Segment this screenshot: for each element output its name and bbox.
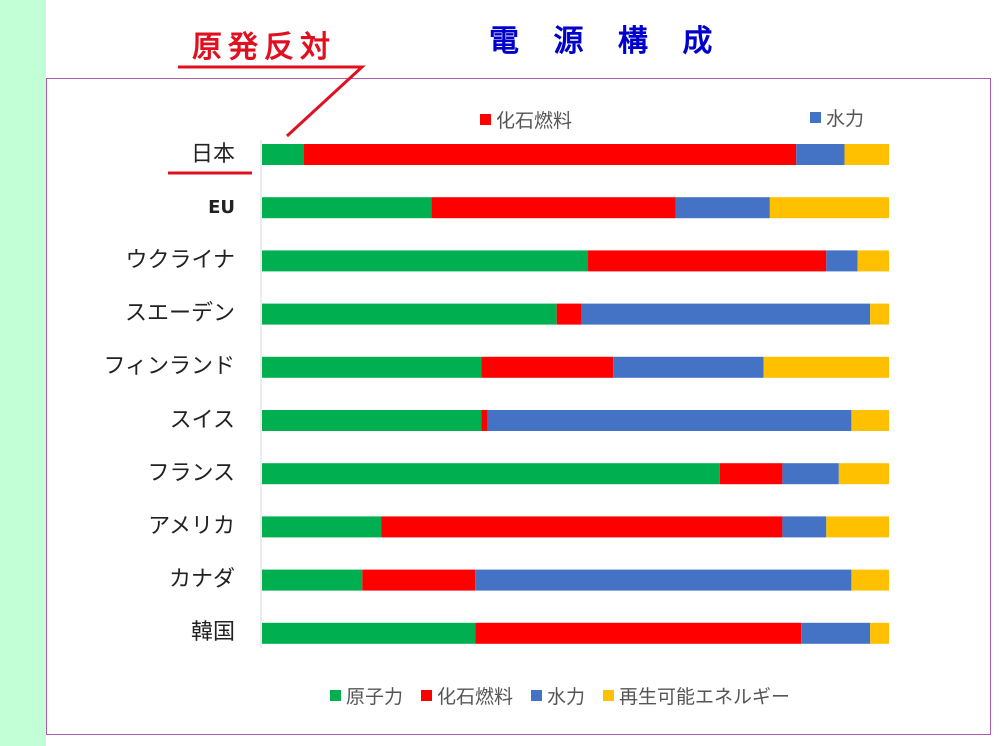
category-label: スイス bbox=[169, 407, 235, 433]
annotation-arrow-line bbox=[178, 65, 366, 138]
side-strip bbox=[0, 0, 46, 746]
bar-segment-6-3 bbox=[838, 463, 889, 485]
bar-segment-3-1 bbox=[556, 303, 582, 325]
bottom-legend: 原子力 化石燃料 水力 再生可能エネルギー bbox=[330, 682, 790, 709]
chart-frame bbox=[46, 78, 991, 735]
bar-segment-9-0 bbox=[262, 622, 476, 644]
bar-segment-4-1 bbox=[481, 356, 614, 378]
legend-item-1: 化石燃料 bbox=[421, 682, 513, 709]
category-label: スエーデン bbox=[124, 301, 235, 327]
category-label: フィンランド bbox=[103, 354, 235, 380]
bar-segment-7-2 bbox=[782, 516, 827, 538]
bar-segment-7-0 bbox=[262, 516, 382, 538]
bar-segment-1-1 bbox=[431, 197, 676, 219]
bar-segment-5-1 bbox=[481, 410, 488, 431]
bars-group bbox=[262, 144, 889, 644]
legend-item-3: 再生可能エネルギー bbox=[603, 682, 790, 709]
bar-segment-8-2 bbox=[475, 569, 852, 591]
category-label: 日本 bbox=[190, 141, 235, 167]
bar-segment-9-3 bbox=[870, 622, 889, 644]
bar-segment-8-1 bbox=[362, 569, 476, 591]
bar-segment-9-1 bbox=[475, 622, 802, 644]
legend-item-2: 水力 bbox=[531, 682, 585, 709]
bar-segment-3-3 bbox=[870, 303, 889, 325]
category-label: アメリカ bbox=[148, 513, 235, 539]
bar-segment-0-0 bbox=[262, 144, 305, 165]
category-label: EU bbox=[208, 196, 235, 218]
bar-segment-5-2 bbox=[487, 410, 852, 431]
bar-segment-9-2 bbox=[801, 622, 871, 644]
bar-segment-0-1 bbox=[304, 144, 797, 165]
bar-segment-5-0 bbox=[262, 410, 482, 431]
annotation-text: 原発反対 bbox=[192, 30, 336, 65]
bar-segment-4-0 bbox=[262, 356, 482, 378]
category-label: フランス bbox=[147, 460, 235, 486]
category-label: ウクライナ bbox=[125, 247, 235, 273]
top-legend-hydro-swatch bbox=[810, 112, 821, 123]
top-legend-hydro: 水力 bbox=[810, 104, 864, 131]
bar-segment-1-0 bbox=[262, 197, 432, 219]
legend-swatch bbox=[330, 690, 341, 701]
bar-segment-7-3 bbox=[826, 516, 889, 538]
legend-swatch bbox=[603, 690, 615, 701]
legend-label: 化石燃料 bbox=[437, 686, 514, 708]
bar-segment-6-1 bbox=[719, 463, 783, 485]
top-legend-fossil: 化石燃料 bbox=[480, 106, 572, 133]
bar-segment-6-0 bbox=[262, 463, 720, 485]
category-label: カナダ bbox=[168, 567, 235, 593]
legend-item-0: 原子力 bbox=[330, 682, 403, 709]
chart-title: 電 源 構 成 bbox=[489, 24, 725, 59]
bar-segment-2-3 bbox=[857, 250, 889, 272]
bar-segment-2-0 bbox=[262, 250, 589, 272]
bar-segment-1-3 bbox=[769, 197, 889, 219]
top-legend-hydro-label: 水力 bbox=[826, 108, 865, 130]
legend-label: 原子力 bbox=[346, 686, 404, 708]
bar-segment-3-2 bbox=[581, 303, 871, 325]
bar-segment-3-0 bbox=[262, 303, 557, 325]
bar-segment-8-3 bbox=[851, 569, 889, 591]
top-legend-fossil-label: 化石燃料 bbox=[496, 110, 573, 132]
bar-segment-7-1 bbox=[381, 516, 783, 538]
legend-label: 再生可能エネルギー bbox=[619, 686, 791, 708]
bar-segment-0-2 bbox=[796, 144, 845, 165]
category-label: 韓国 bbox=[190, 620, 235, 646]
bar-segment-6-2 bbox=[782, 463, 839, 485]
bar-segment-1-2 bbox=[675, 197, 770, 219]
bar-segment-2-1 bbox=[588, 250, 827, 272]
top-legend-fossil-swatch bbox=[480, 114, 491, 125]
bar-segment-0-3 bbox=[844, 144, 889, 165]
legend-swatch bbox=[421, 690, 433, 701]
bar-segment-2-2 bbox=[826, 250, 858, 272]
bar-segment-5-3 bbox=[851, 410, 889, 431]
bar-segment-8-0 bbox=[262, 569, 363, 591]
bar-segment-4-2 bbox=[613, 356, 764, 378]
legend-label: 水力 bbox=[547, 686, 586, 708]
bar-segment-4-3 bbox=[763, 356, 889, 378]
legend-swatch bbox=[531, 690, 543, 701]
